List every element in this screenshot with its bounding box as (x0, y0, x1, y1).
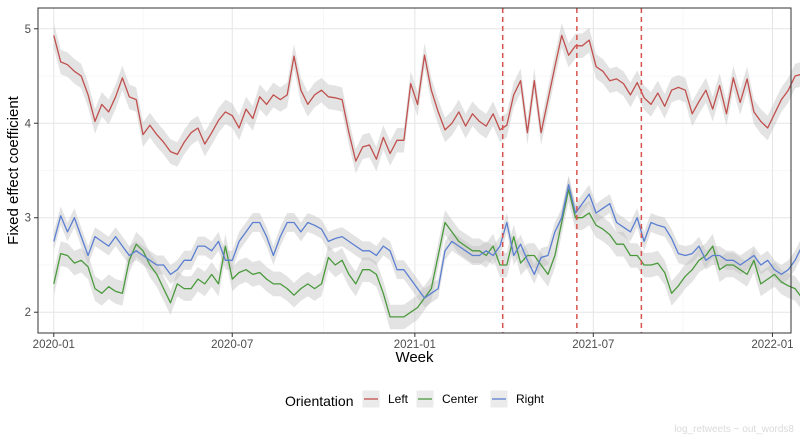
confidence-bands (53, 23, 800, 330)
watermark: log_retweets ~ out_words8 (674, 424, 794, 435)
x-axis-ticks: 2020-01 2020-07 2021-01 2021-07 2022-01 (33, 333, 794, 351)
line-center (53, 188, 800, 318)
series-lines (53, 34, 800, 318)
x-tick-label: 2022-01 (751, 339, 793, 351)
legend-label-center: Center (442, 392, 478, 406)
legend-label-left: Left (388, 392, 409, 406)
x-tick-label: 2020-07 (211, 339, 253, 351)
band-left (53, 23, 800, 174)
x-tick-label: 2021-01 (394, 339, 436, 351)
grid (38, 8, 791, 333)
event-lines (501, 8, 643, 333)
y-tick-label: 3 (25, 213, 31, 225)
legend-label-right: Right (516, 392, 545, 406)
x-tick-label: 2020-01 (33, 339, 75, 351)
legend: Orientation Left Center Right (285, 389, 545, 409)
x-axis-title: Week (395, 349, 434, 366)
line-right (53, 184, 800, 299)
y-axis-title: Fixed effect coefficient (5, 95, 22, 245)
band-center (53, 177, 800, 330)
legend-title: Orientation (285, 393, 353, 409)
y-tick-label: 5 (25, 24, 31, 36)
line-left (53, 34, 800, 162)
y-tick-label: 2 (25, 307, 31, 319)
y-axis-ticks: 2 3 4 5 (25, 24, 38, 319)
band-right (53, 175, 800, 308)
x-tick-label: 2021-07 (572, 339, 614, 351)
y-tick-label: 4 (25, 118, 32, 130)
